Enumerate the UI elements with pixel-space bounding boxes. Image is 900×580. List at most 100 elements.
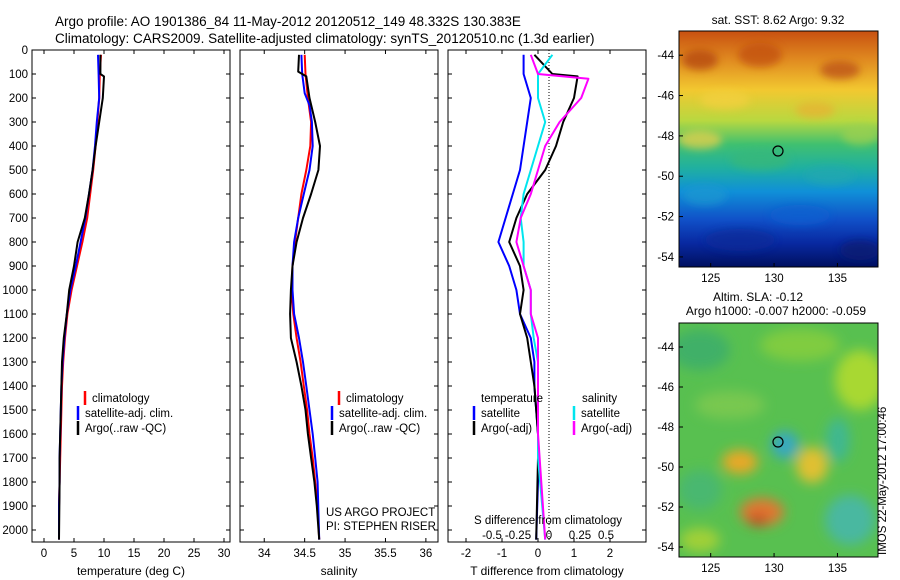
legend-satellite: satellite-adj. clim.	[85, 408, 173, 420]
salinity-panel: 34 34.5 35 35.5 36 salinity climatology sate…	[239, 49, 439, 578]
legend-sal-argo: Argo(-adj)	[581, 423, 632, 435]
x-tick-label: 0	[41, 548, 47, 560]
depth-tick-label: 0	[22, 45, 28, 57]
sla-ticks: 125 130 135 -44 -46 -48 -50 -52 -54	[657, 342, 847, 575]
difference-axes-box	[447, 49, 647, 543]
legend-climatology: climatology	[346, 393, 404, 405]
series-temperature-argo-adj	[508, 54, 579, 540]
salinity-xlabel: salinity	[321, 564, 358, 578]
x-tick-label: 34.5	[293, 548, 315, 560]
sla-map-title: Altim. SLA: -0.12	[713, 290, 803, 304]
salinity-x-ticks: 34 34.5 35 35.5 36	[258, 50, 432, 560]
sst-map: sat. SST: 8.62 Argo: 9.32 125 130 135 -44	[657, 13, 879, 285]
temperature-axes-box	[31, 49, 231, 543]
depth-tick-label: 1200	[2, 333, 28, 345]
project-label: US ARGO PROJECT	[326, 507, 435, 519]
temperature-series	[58, 54, 105, 540]
x-tick-label: 35	[339, 548, 352, 560]
depth-tick-label: 300	[9, 117, 28, 129]
map-y-tick-label: -46	[657, 382, 674, 394]
depth-tick-label: 900	[9, 261, 28, 273]
depth-tick-label: 1700	[2, 453, 28, 465]
top-tick: -0.5	[482, 530, 502, 542]
argo-location-marker	[772, 436, 784, 448]
x-tick-label: 10	[98, 548, 111, 560]
map-y-tick-label: -52	[657, 502, 674, 514]
map-y-tick-label: -48	[657, 422, 674, 434]
x-tick-label: 34	[258, 548, 271, 560]
depth-tick-label: 1500	[2, 405, 28, 417]
depth-tick-label: 1000	[2, 285, 28, 297]
map-y-tick-label: -50	[657, 462, 674, 474]
legend-salinity-title: salinity	[582, 393, 617, 405]
top-tick: 0.25	[569, 530, 591, 542]
salinity-depth-ticks	[240, 49, 438, 531]
sst-field	[679, 31, 878, 267]
top-tick: 0	[546, 530, 552, 542]
difference-series	[497, 54, 590, 540]
sst-ticks: 125 130 135 -44 -46 -48 -50 -52 -54	[657, 50, 847, 285]
legend-argo: Argo(..raw -QC)	[339, 423, 420, 435]
map-y-tick-label: -54	[657, 542, 674, 554]
map-y-tick-label: -44	[657, 50, 674, 62]
map-x-tick-label: 135	[828, 563, 847, 575]
depth-tick-label: 400	[9, 141, 28, 153]
series-argo-raw-qc	[289, 54, 321, 540]
temperature-panel: 0100200300400500600700800900100011001200…	[2, 45, 231, 578]
series-climatology	[290, 54, 321, 540]
salinity-legend: climatology satellite-adj. clim. Argo(..…	[330, 391, 427, 435]
x-tick-label: 15	[128, 548, 141, 560]
series-climatology	[58, 54, 102, 540]
sla-map: Altim. SLA: -0.12 Argo h1000: -0.007 h20…	[657, 290, 879, 575]
legend-temp-satellite: satellite	[481, 408, 520, 420]
difference-legend: temperature satellite Argo(-adj) salinit…	[472, 393, 632, 435]
map-x-tick-label: 135	[828, 273, 847, 285]
temperature-x-ticks: 0 5 10 15 20 25 30	[41, 50, 230, 560]
series-temperature-satellite	[497, 54, 539, 540]
depth-tick-label: 1800	[2, 477, 28, 489]
sla-map-subtitle: Argo h1000: -0.007 h2000: -0.059	[686, 304, 866, 318]
depth-tick-label: 800	[9, 237, 28, 249]
sst-map-title: sat. SST: 8.62 Argo: 9.32	[712, 13, 845, 27]
difference-xlabel: T difference from climatology	[470, 564, 624, 578]
figure-subtitle: Climatology: CARS2009. Satellite-adjuste…	[55, 31, 595, 46]
legend-temp-argo: Argo(-adj)	[481, 423, 532, 435]
series-satellite-adj-clim	[58, 54, 101, 540]
temperature-depth-ticks: 0 100 200 300 400 500 600 700 800 900 1000 1100 1200…	[2, 45, 230, 537]
depth-tick-label: 100	[9, 69, 28, 81]
difference-xlabel-top: S difference from climatology	[474, 515, 622, 527]
depth-tick-label: 2000	[2, 525, 28, 537]
x-tick-label: 35.5	[374, 548, 396, 560]
legend-temperature-title: temperature	[481, 393, 543, 405]
x-tick-label: 25	[188, 548, 201, 560]
figure-title: Argo profile: AO 1901386_84 11-May-2012 …	[55, 14, 521, 29]
sla-field	[679, 323, 878, 557]
map-y-tick-label: -54	[657, 252, 674, 264]
difference-panel: -2 -1 0 1 2 T difference from climatology S …	[447, 49, 647, 578]
pi-label: PI: STEPHEN RISER	[326, 521, 436, 533]
depth-tick-label: 700	[9, 213, 28, 225]
legend-satellite: satellite-adj. clim.	[339, 408, 427, 420]
depth-tick-label: 1600	[2, 429, 28, 441]
map-x-tick-label: 130	[764, 563, 783, 575]
sst-frame	[678, 30, 879, 268]
series-satellite-adj-clim	[291, 54, 321, 540]
map-x-tick-label: 125	[701, 273, 720, 285]
argo-location-marker	[772, 145, 784, 157]
salinity-axes-box	[239, 49, 439, 543]
legend-sal-satellite: satellite	[581, 408, 620, 420]
x-tick-label: 1	[571, 548, 577, 560]
difference-x-ticks: -2 -1 0 1 2	[461, 50, 613, 560]
legend-argo: Argo(..raw -QC)	[85, 423, 166, 435]
series-salinity-argo-adj	[515, 54, 590, 540]
map-y-tick-label: -44	[657, 342, 674, 354]
depth-tick-label: 200	[9, 93, 28, 105]
x-tick-label: 5	[71, 548, 77, 560]
x-tick-label: 36	[419, 548, 432, 560]
temperature-legend: climatology satellite-adj. clim. Argo(..…	[76, 391, 173, 435]
depth-tick-label: 500	[9, 165, 28, 177]
map-x-tick-label: 130	[764, 273, 783, 285]
salinity-series	[289, 54, 321, 540]
depth-tick-label: 600	[9, 189, 28, 201]
